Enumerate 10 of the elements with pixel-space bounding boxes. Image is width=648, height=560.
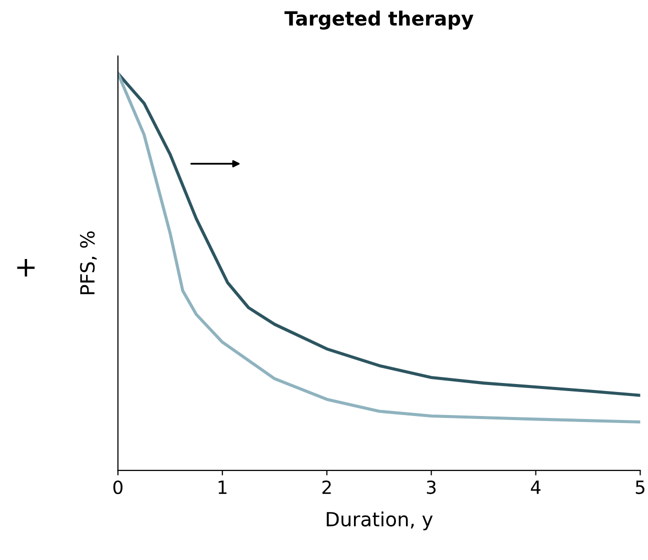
x-tick-label: 5 (636, 480, 644, 494)
chart-title: Targeted therapy (284, 10, 474, 30)
x-tick-label: 3 (426, 480, 436, 494)
x-tick-label: 4 (530, 480, 540, 494)
text: + (17, 259, 35, 276)
x-axis-title: Duration, y (326, 511, 433, 530)
y-axis-title: PFS, % (80, 231, 97, 294)
x-tick-label: 0 (113, 480, 122, 494)
x-tick-label: 2 (322, 480, 331, 494)
x-tick-label: 1 (218, 480, 226, 494)
